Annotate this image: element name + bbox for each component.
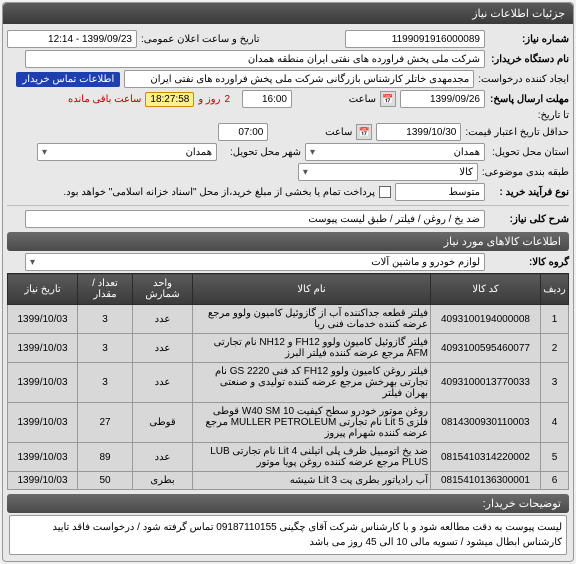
col-unit: واحد شمارش [133,274,193,305]
group-field[interactable]: لوازم خودرو و ماشین آلات ▾ [25,253,485,271]
city-label: شهر محل تحویل: [221,147,301,158]
time-label-1: ساعت [296,94,376,105]
desc-label: شرح کلی نیاز: [489,214,569,225]
calendar-icon-2[interactable]: 📅 [356,124,372,140]
table-cell: 2 [541,334,569,363]
dropdown-icon-4: ▾ [30,257,35,268]
deadline-label: مهلت ارسال پاسخ: [489,94,569,105]
credit-time[interactable]: 07:00 [218,123,268,141]
table-cell: 89 [78,443,133,472]
process-field: متوسط [395,183,485,201]
table-row[interactable]: 40814300930110003روغن موتور خودرو سطح کی… [8,403,569,443]
creator-field: مجدمهدی خاتلر کارشناس بازرگانی شرکت ملی … [124,70,474,88]
partial-pay-text: پرداخت تمام یا بخشی از مبلغ خرید،از محل … [63,187,375,198]
table-cell: 1 [541,305,569,334]
budget-label: طبقه بندی موضوعی: [482,167,569,178]
table-cell: بطری [133,472,193,490]
items-section-header: اطلاعات کالاهای مورد نیاز [7,232,569,251]
buyer-label: نام دستگاه خریدار: [489,54,569,65]
budget-value: کالا [459,167,473,178]
deadline-date[interactable]: 1399/09/26 [400,90,485,108]
table-cell: 1399/10/03 [8,334,78,363]
need-no-field: 1199091916000089 [345,30,485,48]
table-cell: 1399/10/03 [8,443,78,472]
table-cell: 1399/10/03 [8,472,78,490]
city-field[interactable]: همدان ▾ [37,143,217,161]
dropdown-icon: ▾ [310,147,315,158]
table-cell: عدد [133,334,193,363]
dropdown-icon-2: ▾ [42,147,47,158]
table-cell: عدد [133,305,193,334]
table-row[interactable]: 34093100013770033فیلتر روغن کامیون ولوو … [8,363,569,403]
table-cell: 1399/10/03 [8,403,78,443]
table-cell: 50 [78,472,133,490]
table-cell: 3 [541,363,569,403]
table-cell: 0815410314220002 [431,443,541,472]
table-cell: 4093100013770033 [431,363,541,403]
table-cell: آب رادیاتور بطری پت Lit 3 شیشه [193,472,431,490]
days-remain: 2 [224,94,230,105]
credit-date[interactable]: 1399/10/30 [376,123,461,141]
buyer-notes-text: لیست پیوست به دقت مطالعه شود و با کارشنا… [9,515,567,555]
table-cell: ضد یخ اتومبیل ظرف پلی اتیلنی Lit 4 نام ت… [193,443,431,472]
need-no-label: شماره نیاز: [489,34,569,45]
table-cell: عدد [133,443,193,472]
until-label: تا تاریخ: [489,110,569,121]
col-name: نام کالا [193,274,431,305]
table-row[interactable]: 14093100194000008فیلتر قطعه جداکننده آب … [8,305,569,334]
city-value: همدان [186,147,212,158]
state-label: استان محل تحویل: [489,147,569,158]
col-qty: تعداد / مقدار [78,274,133,305]
col-code: کد کالا [431,274,541,305]
days-label: روز و [198,94,220,105]
time-label-2: ساعت [272,127,352,138]
state-value: همدان [454,147,480,158]
table-cell: قوطی [133,403,193,443]
table-cell: فیلتر روغن کامیون ولوو FH12 کد فنی GS 22… [193,363,431,403]
table-row[interactable]: 24093100595460077فیلتر گازوئیل کامیون ول… [8,334,569,363]
table-cell: 4 [541,403,569,443]
table-cell: 6 [541,472,569,490]
countdown-box: 18:27:58 [145,92,194,107]
desc-field[interactable]: ضد یخ / روغن / فیلتر / طبق لیست پیوست [25,210,485,228]
table-cell: 4093100194000008 [431,305,541,334]
table-cell: 4093100595460077 [431,334,541,363]
buyer-field: شرکت ملی پخش فراورده های نفتی ایران منطق… [25,50,485,68]
announce-label: تاریخ و ساعت اعلان عمومی: [141,34,260,45]
table-cell: 3 [78,334,133,363]
table-row[interactable]: 50815410314220002ضد یخ اتومبیل ظرف پلی ا… [8,443,569,472]
deadline-hour[interactable]: 16:00 [242,90,292,108]
table-cell: 5 [541,443,569,472]
col-date: تاریخ نیاز [8,274,78,305]
table-cell: 27 [78,403,133,443]
calendar-icon[interactable]: 📅 [380,91,396,107]
creator-label: ایجاد کننده درخواست: [478,74,569,85]
buyer-notes-header: توضیحات خریدار: [483,497,561,510]
contact-badge[interactable]: اطلاعات تماس خریدار [16,72,120,87]
state-field[interactable]: همدان ▾ [305,143,485,161]
remain-label: ساعت باقی مانده [68,94,141,105]
table-cell: 3 [78,363,133,403]
credit-label: حداقل تاریخ اعتبار قیمت: [465,127,569,138]
panel-title: جزئیات اطلاعات نیاز [3,3,573,24]
group-label: گروه کالا: [489,257,569,268]
dropdown-icon-3: ▾ [303,167,308,178]
table-cell: عدد [133,363,193,403]
table-cell: 0814300930110003 [431,403,541,443]
items-table: ردیف کد کالا نام کالا واحد شمارش تعداد /… [7,273,569,490]
table-cell: 3 [78,305,133,334]
table-cell: 0815410136300001 [431,472,541,490]
col-row: ردیف [541,274,569,305]
table-cell: 1399/10/03 [8,305,78,334]
partial-pay-checkbox[interactable] [379,186,391,198]
table-cell: روغن موتور خودرو سطح کیفیت 10 W40 SM قوط… [193,403,431,443]
process-label: نوع فرآیند خرید : [489,187,569,198]
announce-field: 1399/09/23 - 12:14 [7,30,137,48]
table-cell: فیلتر گازوئیل کامیون ولوو FH12 و NH12 نا… [193,334,431,363]
table-cell: 1399/10/03 [8,363,78,403]
budget-field[interactable]: کالا ▾ [298,163,478,181]
group-value: لوازم خودرو و ماشین آلات [371,257,480,268]
table-row[interactable]: 60815410136300001آب رادیاتور بطری پت Lit… [8,472,569,490]
table-cell: فیلتر قطعه جداکننده آب از گازوئیل کامیون… [193,305,431,334]
